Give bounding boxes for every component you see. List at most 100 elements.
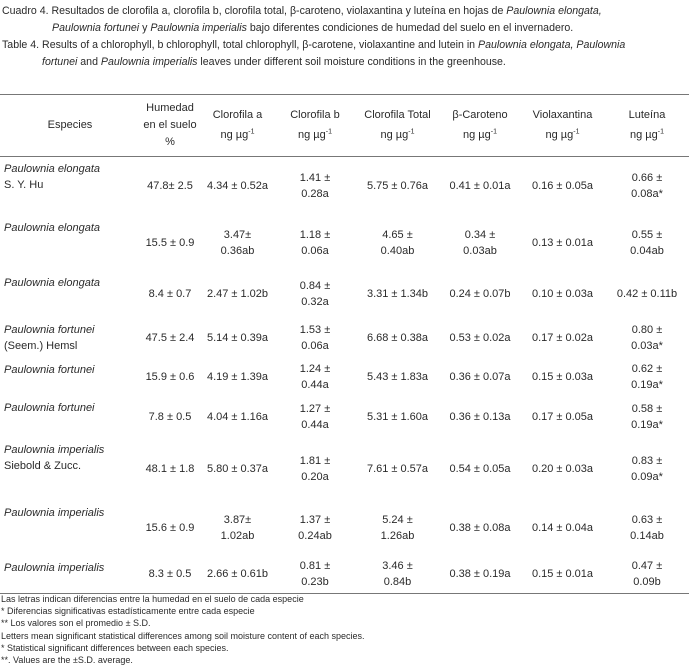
value-cell: 0.63 ± 0.14ab (630, 514, 664, 542)
unit-exponent: -1 (657, 128, 664, 136)
value-cell: 4.34 ± 0.52a (206, 180, 269, 193)
value-cell: 5.80 ± 0.37a (206, 463, 269, 475)
species-name: Paulownia elongata (4, 276, 101, 289)
value-cell: 0.66 ± 0.08a* (631, 172, 663, 201)
unit-text: ng µg (545, 129, 574, 142)
table-row: Paulownia fortunei 15.9 ± 0.6 4.19 ± 1.39a… (0, 358, 689, 396)
value-cell: 5.75 ± 0.76a (366, 180, 429, 193)
footnote: * Diferencias significativas estadística… (1, 606, 255, 617)
species-name: Paulownia imperialis (4, 443, 105, 456)
value-cell: 2.47 ± 1.02b (206, 288, 269, 300)
value-cell: 1.37 ± 0.24ab (298, 514, 332, 542)
table-row: Paulownia imperialis 8.3 ± 0.5 2.66 ± 0.61… (0, 556, 689, 594)
value-cell: 15.5 ± 0.9 (145, 237, 195, 249)
column-header-label: Clorofila Total (364, 108, 431, 121)
species-name: Paulownia fortunei (4, 323, 95, 336)
caption-text: leaves under different soil moisture con… (197, 56, 506, 68)
value-cell: 5.43 ± 1.83a (366, 370, 429, 383)
column-unit: ng µg-1 (380, 129, 415, 142)
value-cell: 0.10 ± 0.03a (531, 288, 594, 300)
column-unit: ng µg-1 (298, 128, 332, 142)
unit-exponent: -1 (325, 128, 332, 136)
value-cell: 0.17 ± 0.05a (531, 410, 594, 423)
value-cell: 0.53 ± 0.02a (449, 331, 511, 344)
results-table: Especies Humedad en el suelo % Clorofila a… (0, 94, 689, 594)
column-header: Clorofila b ng µg-1 (275, 95, 355, 157)
value-cell: 0.15 ± 0.03a (531, 370, 594, 383)
value-cell: 0.58 ± 0.19a* (631, 402, 663, 431)
species-name: Paulownia elongata (4, 163, 101, 175)
species-cell: Paulownia fortunei (Seem.) Hemsl (0, 318, 140, 358)
column-header: Luteína ng µg-1 (605, 95, 689, 157)
unit-text: ng µg (463, 129, 491, 142)
species-name: Paulownia imperialis (4, 561, 105, 574)
value-cell: 0.55 ± 0.04ab (630, 229, 664, 257)
value-cell: 15.9 ± 0.6 (145, 370, 195, 383)
column-header: Clorofila Total ng µg-1 (355, 95, 440, 157)
value-cell: 3.31 ± 1.34b (366, 288, 429, 300)
value-cell: 0.24 ± 0.07b (449, 288, 511, 300)
column-header-label: Clorofila b (290, 108, 340, 121)
value-cell: 4.19 ± 1.39a (206, 370, 269, 383)
column-header: Humedad en el suelo % (140, 95, 200, 157)
species-author: Siebold & Zucc. (4, 459, 82, 472)
value-cell: 7.61 ± 0.57a (366, 463, 429, 475)
table-body: Paulownia elongata S. Y. Hu 47.8± 2.5 4.34 … (0, 157, 689, 594)
caption-species: Paulownia imperialis (100, 56, 198, 68)
column-header: Especies (0, 95, 140, 157)
value-cell: 1.41 ± 0.28a (299, 172, 331, 201)
column-unit: ng µg-1 (220, 129, 255, 142)
value-cell: 3.46 ± 0.84b (382, 560, 413, 589)
value-cell: 0.42 ± 0.11b (616, 288, 678, 300)
value-cell: 47.8± 2.5 (147, 180, 193, 193)
species-author: (Seem.) Hemsl (4, 339, 78, 352)
footnote: Letters mean significant statistical dif… (1, 630, 365, 641)
value-cell: 0.41 ± 0.01a (449, 180, 511, 193)
footnote: ** Los valores son el promedio ± S.D. (1, 618, 151, 629)
table-caption-spanish: Cuadro 4. Resultados de clorofila a, clo… (2, 3, 688, 37)
column-header-label: Clorofila a (212, 108, 263, 121)
caption-text: bajo diferentes condiciones de humedad d… (246, 22, 574, 34)
table-row: Paulownia fortunei 7.8 ± 0.5 4.04 ± 1.16a 1… (0, 396, 689, 438)
species-cell: Paulownia fortunei (0, 396, 140, 438)
value-cell: 8.3 ± 0.5 (148, 568, 192, 581)
column-header-label: Luteína (628, 108, 666, 121)
table-row: Paulownia imperialis Siebold & Zucc. 48.1 … (0, 438, 689, 501)
unit-text: ng µg (380, 129, 409, 142)
value-cell: 0.84 ± 0.32a (299, 280, 331, 308)
unit-exponent: -1 (573, 128, 580, 136)
value-cell: 8.4 ± 0.7 (148, 288, 192, 300)
value-cell: 2.66 ± 0.61b (206, 568, 269, 581)
value-cell: 3.87± 1.02ab (220, 514, 255, 542)
caption-species: Paulownia fortunei (52, 22, 140, 34)
value-cell: 0.62 ± 0.19a* (631, 362, 663, 391)
table-header-row: Especies Humedad en el suelo % Clorofila a… (0, 94, 689, 157)
value-cell: 4.04 ± 1.16a (206, 410, 269, 423)
footnote: **. Values are the ±S.D. average. (1, 655, 133, 666)
table-row: Paulownia elongata S. Y. Hu 47.8± 2.5 4.34 … (0, 157, 689, 216)
column-header-label: Especies (47, 119, 93, 131)
table-row: Paulownia elongata 8.4 ± 0.7 2.47 ± 1.02b 0… (0, 271, 689, 318)
species-name: Paulownia fortunei (4, 363, 95, 376)
value-cell: 0.47 ± 0.09b (631, 560, 663, 589)
caption-text: y (139, 22, 151, 34)
unit-exponent: -1 (490, 128, 497, 136)
value-cell: 0.15 ± 0.01a (531, 568, 594, 581)
footnote: Las letras indican diferencias entre la … (1, 594, 304, 604)
species-cell: Paulownia imperialis (0, 556, 140, 594)
value-cell: 3.47± 0.36ab (220, 229, 255, 257)
value-cell: 7.8 ± 0.5 (148, 410, 192, 423)
table-row: Paulownia elongata 15.5 ± 0.9 3.47± 0.36ab… (0, 216, 689, 271)
value-cell: 0.80 ± 0.03a* (631, 323, 663, 352)
caption-species: Paulownia elongata, (506, 5, 602, 17)
species-cell: Paulownia imperialis (0, 501, 140, 556)
value-cell: 0.17 ± 0.02a (531, 331, 594, 344)
column-header: β-Caroteno ng µg-1 (440, 95, 520, 157)
table-row: Paulownia imperialis 15.6 ± 0.9 3.87± 1.02… (0, 501, 689, 556)
column-unit: ng µg-1 (545, 128, 580, 142)
species-cell: Paulownia imperialis Siebold & Zucc. (0, 438, 140, 501)
species-cell: Paulownia elongata (0, 216, 140, 271)
value-cell: 1.18 ± 0.06a (299, 229, 331, 257)
table-footnotes: Las letras indican diferencias entre la … (1, 593, 365, 666)
unit-text: ng µg (220, 129, 249, 142)
